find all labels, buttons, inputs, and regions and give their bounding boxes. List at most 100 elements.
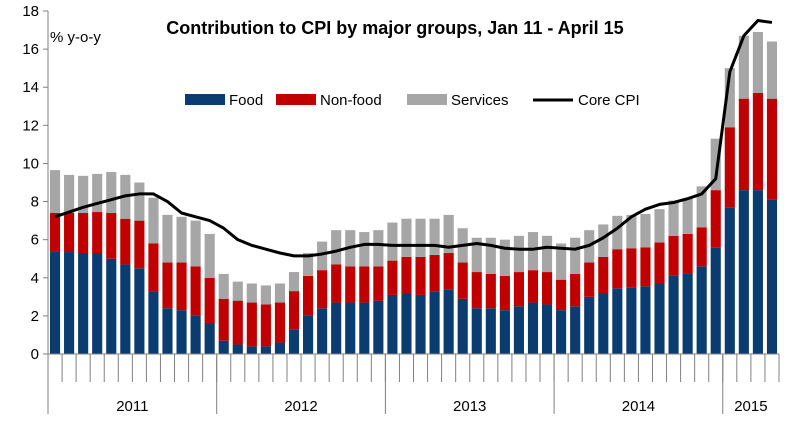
bar-services xyxy=(556,243,567,280)
bar-non-food xyxy=(373,266,384,301)
bar-food xyxy=(190,315,201,354)
bar-food xyxy=(303,315,314,354)
y-tick-label: 0 xyxy=(31,346,39,363)
bar-food xyxy=(724,207,735,354)
bar-food xyxy=(260,346,271,354)
bar-food xyxy=(204,323,215,354)
bar-services xyxy=(415,218,426,257)
bar-food xyxy=(373,300,384,354)
bar-non-food xyxy=(232,300,243,345)
bar-non-food xyxy=(274,302,286,343)
bar-non-food xyxy=(654,242,665,284)
bar-services xyxy=(64,174,75,213)
bar-non-food xyxy=(387,260,398,295)
bar-food xyxy=(640,286,651,354)
bar-food xyxy=(78,253,89,354)
bar-food xyxy=(485,308,496,354)
legend-label-services: Services xyxy=(451,92,509,109)
bar-food xyxy=(176,310,187,354)
bar-non-food xyxy=(696,227,707,267)
legend-label-non-food: Non-food xyxy=(320,92,382,109)
bar-services xyxy=(668,200,679,236)
y-tick-label: 2 xyxy=(31,308,39,325)
bar-non-food xyxy=(485,273,496,309)
bar-services xyxy=(246,283,257,303)
bar-non-food xyxy=(190,266,201,316)
bar-food xyxy=(570,306,581,354)
bar-non-food xyxy=(246,302,257,347)
bar-services xyxy=(598,224,609,257)
y-tick-label: 10 xyxy=(22,155,39,172)
y-tick-label: 18 xyxy=(22,3,39,20)
bar-services xyxy=(260,285,271,305)
bar-services xyxy=(766,41,778,99)
bar-non-food xyxy=(668,235,679,276)
y-tick-label: 14 xyxy=(22,79,39,96)
bar-food xyxy=(148,291,159,354)
bar-services xyxy=(724,68,735,128)
bar-services xyxy=(204,233,215,278)
bar-food xyxy=(401,293,412,354)
bar-food xyxy=(274,342,286,354)
bar-non-food xyxy=(556,279,567,311)
bar-food xyxy=(499,310,510,354)
bar-food xyxy=(345,302,356,354)
bar-services xyxy=(499,239,510,276)
bar-non-food xyxy=(640,247,651,287)
bar-non-food xyxy=(78,212,89,254)
legend-item-food: Food xyxy=(185,92,263,109)
bar-food xyxy=(92,253,103,354)
bar-non-food xyxy=(331,264,342,303)
bar-services xyxy=(696,186,707,228)
bar-food xyxy=(49,251,61,354)
bar-food xyxy=(626,287,637,354)
bar-services xyxy=(359,232,370,267)
x-axis: 2011 2012 2013 2014 2015 xyxy=(47,353,780,415)
bar-non-food xyxy=(429,254,440,292)
bar-services xyxy=(738,35,749,99)
bar-food xyxy=(134,268,145,354)
bar-non-food xyxy=(49,212,61,252)
bar-services xyxy=(612,215,623,250)
bar-food xyxy=(682,273,693,354)
bar-food xyxy=(246,346,257,354)
bar-services xyxy=(443,214,454,254)
bar-food xyxy=(654,283,665,354)
bar-non-food xyxy=(443,253,454,290)
bar-non-food xyxy=(598,256,609,294)
bar-non-food xyxy=(471,272,482,309)
bar-food xyxy=(232,344,243,354)
bar-food xyxy=(317,308,328,354)
bar-non-food xyxy=(401,256,412,294)
bar-food xyxy=(359,302,370,354)
x-year-label: 2015 xyxy=(734,398,767,415)
bar-food xyxy=(162,308,173,354)
x-year-label: 2012 xyxy=(284,398,317,415)
bar-non-food xyxy=(738,98,749,191)
bar-non-food xyxy=(92,212,103,254)
y-tick-label: 4 xyxy=(31,270,39,287)
bar-food xyxy=(457,298,468,354)
bar-services xyxy=(513,235,524,273)
bar-non-food xyxy=(134,220,145,269)
bar-food xyxy=(766,199,778,354)
line-layer xyxy=(54,19,773,258)
bar-food xyxy=(120,264,131,354)
bar-services xyxy=(288,272,300,292)
bar-food xyxy=(415,294,426,354)
bar-non-food xyxy=(499,275,510,311)
bar-food xyxy=(387,294,398,354)
bar-non-food xyxy=(541,272,553,305)
legend-item-core-cpi: Core CPI xyxy=(533,92,640,109)
bar-services xyxy=(626,214,637,249)
bar-services xyxy=(190,220,201,267)
bar-non-food xyxy=(317,270,328,309)
bar-non-food xyxy=(345,266,356,303)
bar-non-food xyxy=(415,256,426,295)
bar-non-food xyxy=(359,266,370,303)
bar-non-food xyxy=(570,273,581,307)
bar-non-food xyxy=(162,262,173,309)
bar-food xyxy=(218,340,229,354)
x-year-label: 2011 xyxy=(116,398,148,415)
bar-services xyxy=(303,253,314,276)
